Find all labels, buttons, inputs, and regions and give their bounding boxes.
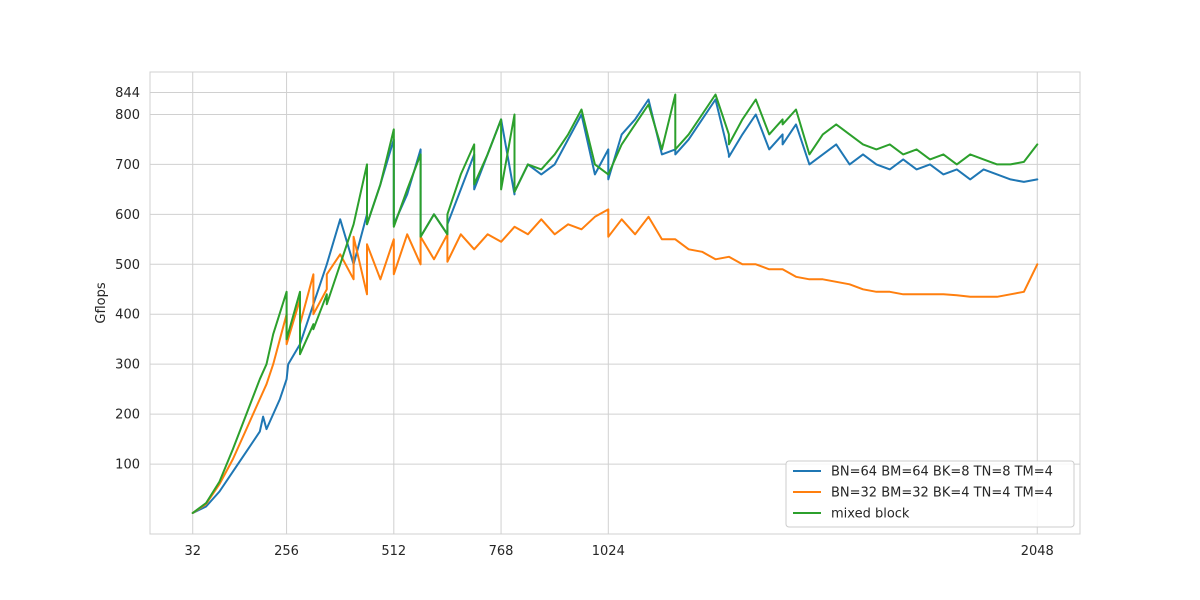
x-tick-label: 768	[489, 544, 514, 559]
x-tick-label: 512	[381, 544, 406, 559]
y-tick-label: 100	[115, 458, 140, 473]
y-tick-labels: 100 200 300 400 500 600 700 800 844	[115, 86, 140, 473]
y-tick-label: 700	[115, 158, 140, 173]
x-tick-label: 32	[184, 544, 201, 559]
y-tick-label: 400	[115, 308, 140, 323]
legend-label-1: BN=64 BM=64 BK=8 TN=8 TM=4	[831, 465, 1053, 480]
x-tick-label: 2048	[1021, 544, 1054, 559]
y-tick-label: 600	[115, 208, 140, 223]
x-tick-label: 1024	[592, 544, 625, 559]
series-line-3	[191, 93, 1039, 514]
y-tick-label: 844	[115, 86, 140, 101]
legend-label-3: mixed block	[831, 507, 910, 522]
legend-box	[785, 460, 1075, 528]
y-tick-label: 800	[115, 108, 140, 123]
y-axis-label: Gflops	[94, 282, 109, 323]
legend-items: BN=64 BM=64 BK=8 TN=8 TM=4 BN=32 BM=32 BK…	[793, 465, 1053, 522]
y-tick-label: 300	[115, 358, 140, 373]
series-layer	[191, 93, 1039, 514]
legend: BN=64 BM=64 BK=8 TN=8 TM=4 BN=32 BM=32 BK…	[785, 460, 1075, 528]
x-tick-label: 256	[274, 544, 299, 559]
x-tick-labels: 32 256 512 768 1024 2048	[184, 544, 1053, 559]
y-tick-label: 500	[115, 258, 140, 273]
y-tick-label: 200	[115, 408, 140, 423]
series-line-2	[191, 208, 1039, 514]
legend-label-2: BN=32 BM=32 BK=4 TN=4 TM=4	[831, 486, 1053, 501]
